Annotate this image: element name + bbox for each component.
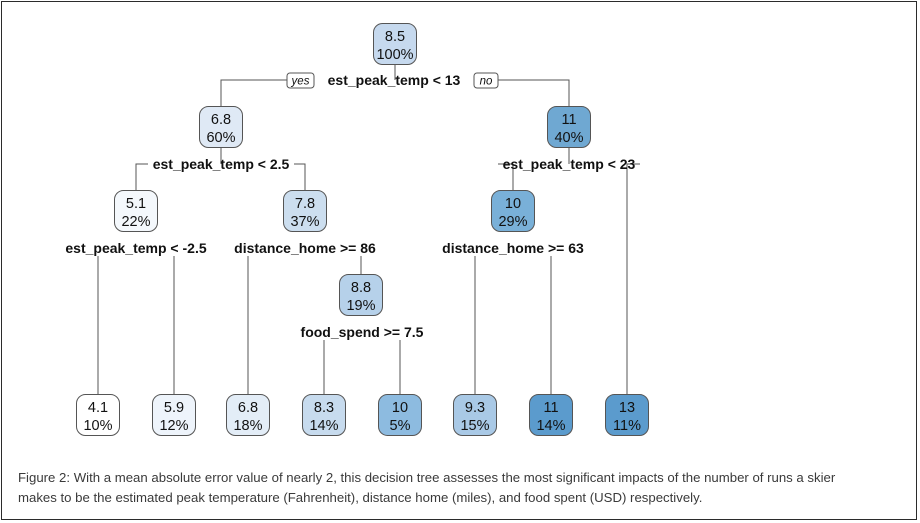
leaf-node: 6.818% bbox=[226, 394, 270, 436]
node-value: 6.8 bbox=[238, 400, 258, 416]
node-box bbox=[373, 23, 417, 65]
node-percent: 18% bbox=[233, 418, 262, 434]
split-node: 7.837% bbox=[283, 190, 327, 232]
leaf-node: 4.110% bbox=[76, 394, 120, 436]
node-percent: 15% bbox=[460, 418, 489, 434]
tree-nodes: 8.5100%6.860%1140%5.122%7.837%1029%8.819… bbox=[76, 23, 649, 436]
split-label: distance_home >= 63 bbox=[442, 240, 584, 256]
node-value: 4.1 bbox=[88, 400, 108, 416]
node-box bbox=[453, 394, 497, 436]
node-value: 5.9 bbox=[164, 400, 184, 416]
leaf-node: 8.314% bbox=[302, 394, 346, 436]
node-percent: 14% bbox=[309, 418, 338, 434]
node-value: 11 bbox=[561, 112, 576, 128]
node-value: 8.3 bbox=[314, 400, 334, 416]
node-percent: 40% bbox=[554, 130, 583, 146]
node-value: 10 bbox=[392, 400, 408, 416]
edge-n3-left bbox=[498, 163, 514, 192]
node-value: 8.8 bbox=[351, 280, 371, 296]
split-label: distance_home >= 86 bbox=[234, 240, 376, 256]
caption-line-1: Figure 2: With a mean absolute error val… bbox=[18, 470, 836, 485]
no-tag: no bbox=[473, 72, 499, 89]
node-value: 6.8 bbox=[211, 112, 231, 128]
node-box bbox=[547, 106, 591, 148]
split-node: 5.122% bbox=[114, 190, 158, 232]
leaf-node: 9.315% bbox=[453, 394, 497, 436]
node-percent: 37% bbox=[290, 214, 319, 230]
node-value: 7.8 bbox=[295, 196, 315, 212]
node-percent: 29% bbox=[498, 214, 527, 230]
node-box bbox=[529, 394, 573, 436]
node-box bbox=[114, 190, 158, 232]
node-percent: 100% bbox=[376, 47, 413, 63]
caption-line-2: makes to be the estimated peak temperatu… bbox=[18, 490, 703, 505]
node-box bbox=[339, 274, 383, 316]
node-box bbox=[152, 394, 196, 436]
node-box bbox=[226, 394, 270, 436]
split-label: est_peak_temp < -2.5 bbox=[65, 240, 206, 256]
yes-label: yes bbox=[291, 76, 310, 88]
node-percent: 19% bbox=[346, 298, 375, 314]
split-node: 8.819% bbox=[339, 274, 383, 316]
node-value: 13 bbox=[619, 400, 635, 416]
split-label: food_spend >= 7.5 bbox=[301, 324, 424, 340]
node-box bbox=[302, 394, 346, 436]
edge-root-no bbox=[498, 79, 570, 108]
split-node: 8.5 100% bbox=[373, 23, 417, 65]
node-value: 8.5 bbox=[385, 29, 405, 45]
node-box bbox=[491, 190, 535, 232]
yes-tag: yes bbox=[286, 72, 315, 89]
edge-n3-right bbox=[626, 163, 640, 396]
no-label: no bbox=[480, 76, 493, 88]
leaf-node: 105% bbox=[378, 394, 422, 436]
node-percent: 12% bbox=[159, 418, 188, 434]
node-percent: 22% bbox=[121, 214, 150, 230]
node-value: 10 bbox=[505, 196, 521, 212]
node-value: 9.3 bbox=[465, 400, 485, 416]
edge-root-yes bbox=[220, 79, 287, 108]
split-node: 6.860% bbox=[199, 106, 243, 148]
node-value: 5.1 bbox=[126, 196, 146, 212]
split-label: est_peak_temp < 2.5 bbox=[153, 156, 290, 172]
node-value: 11 bbox=[543, 400, 558, 416]
edge-n2-right bbox=[294, 163, 306, 192]
node-percent: 11% bbox=[613, 418, 641, 434]
figure-caption: Figure 2: With a mean absolute error val… bbox=[18, 468, 908, 508]
tree-edges bbox=[97, 65, 640, 396]
node-box bbox=[199, 106, 243, 148]
node-box bbox=[76, 394, 120, 436]
split-labels: est_peak_temp < 13 est_peak_temp < 2.5 e… bbox=[65, 72, 635, 340]
node-box bbox=[378, 394, 422, 436]
edge-n2-left bbox=[135, 163, 148, 192]
node-percent: 5% bbox=[390, 418, 411, 434]
node-percent: 10% bbox=[83, 418, 112, 434]
node-percent: 14% bbox=[536, 418, 565, 434]
node-box bbox=[283, 190, 327, 232]
node-percent: 60% bbox=[206, 130, 235, 146]
leaf-node: 5.912% bbox=[152, 394, 196, 436]
split-label: est_peak_temp < 13 bbox=[328, 72, 461, 88]
split-label: est_peak_temp < 23 bbox=[503, 156, 636, 172]
node-box bbox=[605, 394, 649, 436]
